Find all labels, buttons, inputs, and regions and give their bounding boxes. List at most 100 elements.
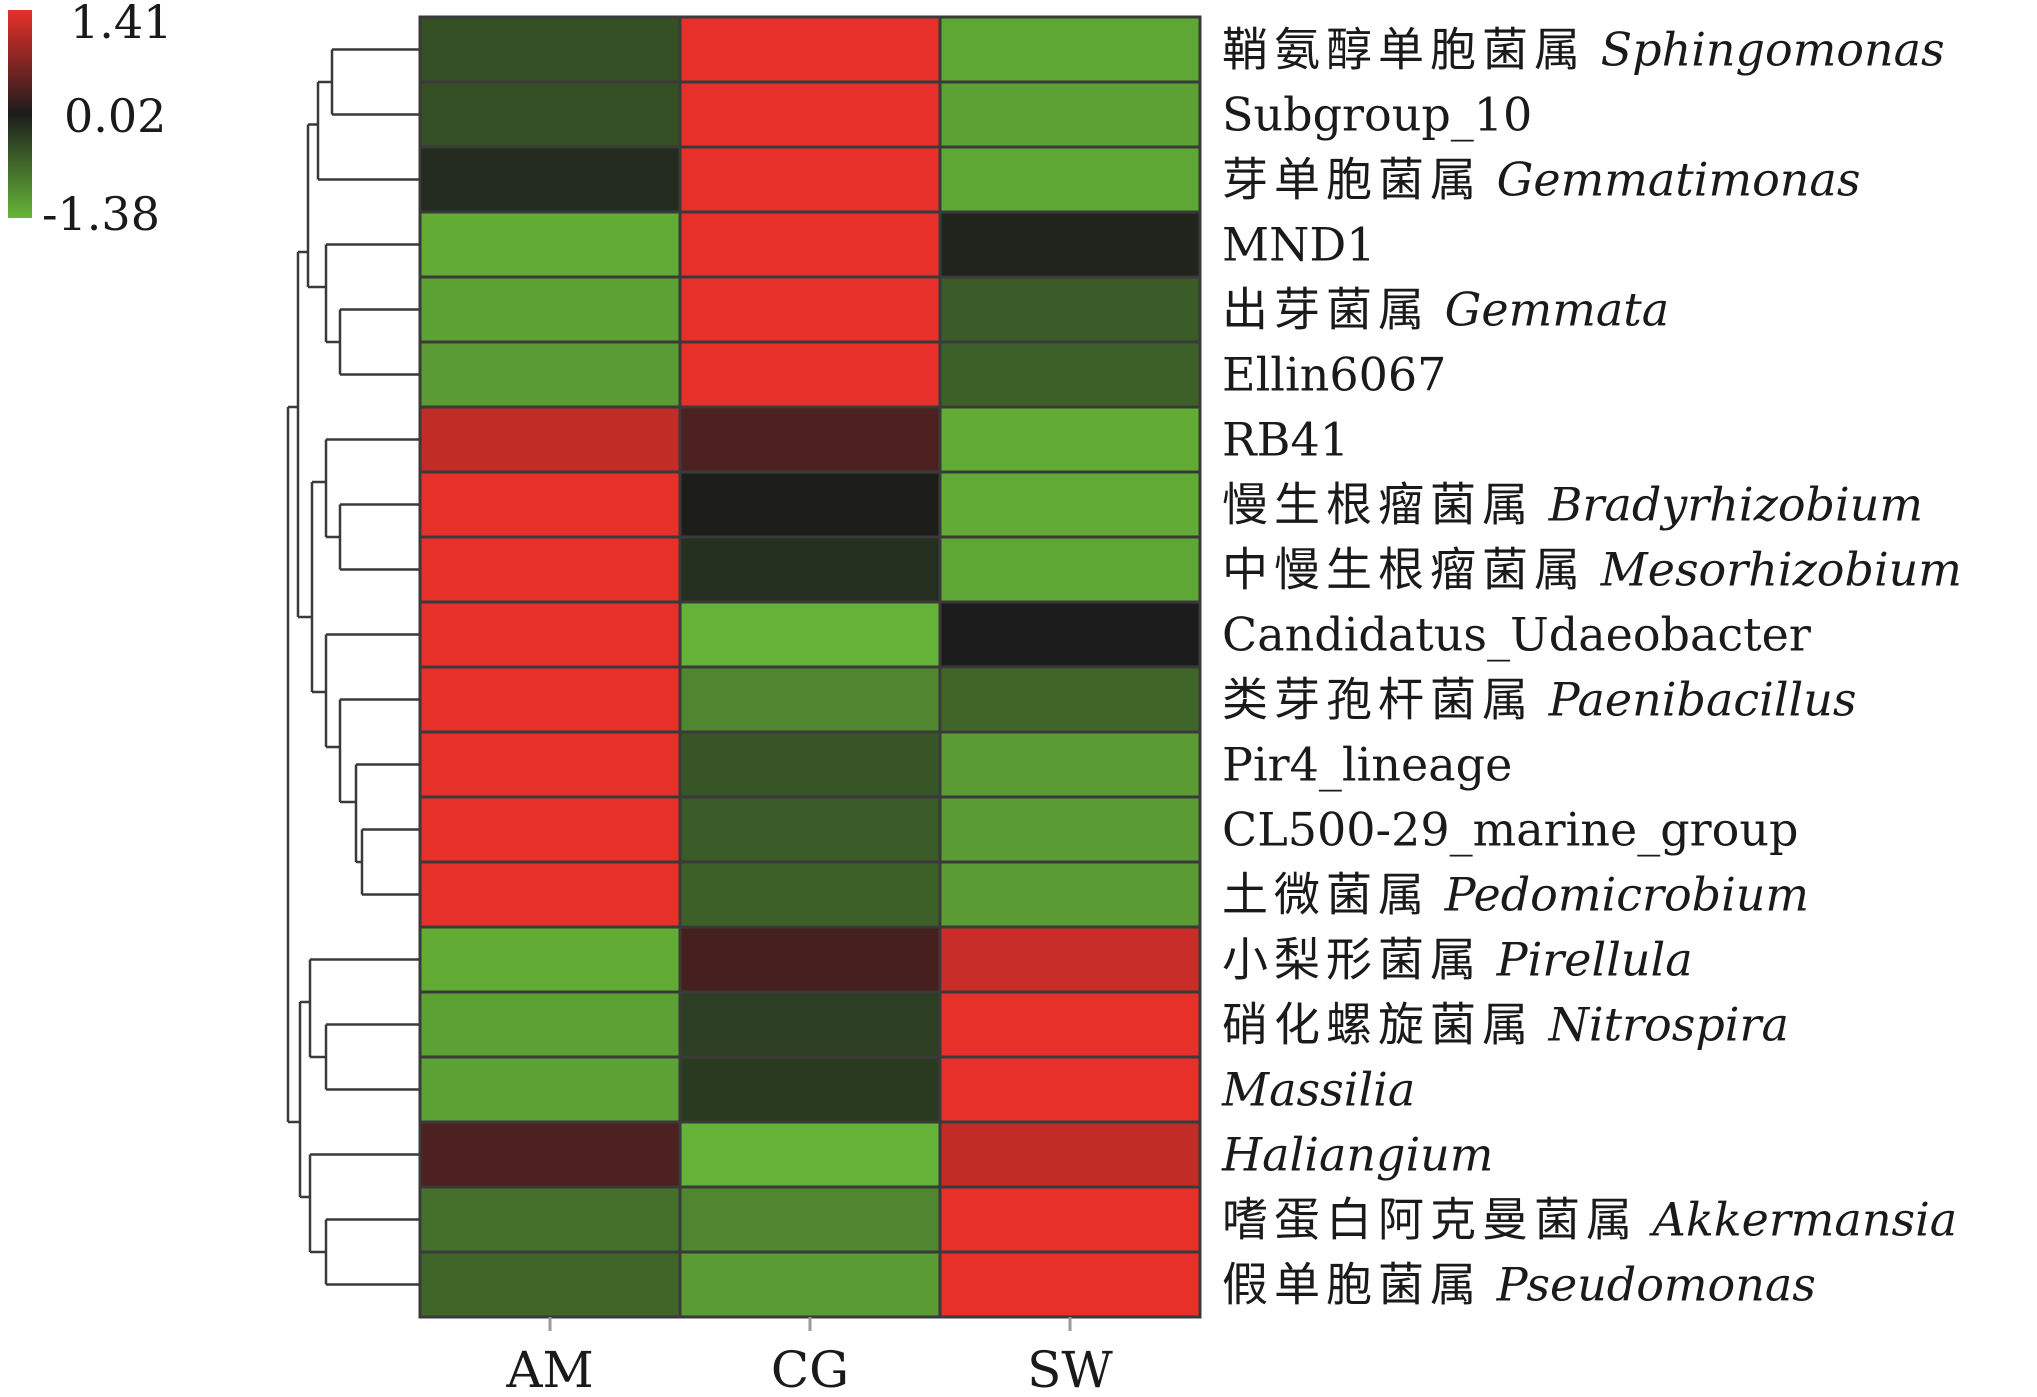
heatmap-cell: [680, 1187, 940, 1252]
dendrogram-branch: [326, 633, 420, 896]
dendrogram-branch: [296, 250, 312, 619]
heatmap-cell: [420, 1122, 680, 1187]
heatmap-cell: [940, 732, 1200, 797]
row-label: Ellin6067: [1222, 348, 1446, 402]
row-label-latin: Haliangium: [1221, 1128, 1493, 1182]
heatmap-cell: [420, 862, 680, 927]
dendrogram-branch: [298, 1000, 310, 1199]
column-label: CG: [771, 1341, 849, 1393]
heatmap-cell: [680, 927, 940, 992]
heatmap-cell: [940, 537, 1200, 602]
heatmap-cell: [940, 472, 1200, 537]
heatmap-cell: [940, 1187, 1200, 1252]
row-label: 慢生根瘤菌属 Bradyrhizobium: [1222, 478, 1923, 532]
heatmap-cell: [420, 407, 680, 472]
column-axis: AM CG SW: [505, 1317, 1113, 1397]
row-label-text: Pir4_lineage: [1222, 738, 1512, 792]
heatmap-cell: [680, 797, 940, 862]
row-label: 假单胞菌属 Pseudomonas: [1222, 1258, 1816, 1312]
row-dendrogram: [286, 48, 420, 1286]
row-label-latin: Bradyrhizobium: [1548, 478, 1923, 532]
heatmap-cell: [940, 602, 1200, 667]
row-label: Subgroup_10: [1222, 88, 1532, 142]
dendrogram-branch: [324, 243, 420, 376]
heatmap-cell: [940, 82, 1200, 147]
colorbar: 1.41 0.02 -1.38: [8, 0, 172, 241]
heatmap-cells: [420, 17, 1200, 1317]
heatmap-cell: [940, 927, 1200, 992]
row-label-chinese: 出芽菌属: [1222, 283, 1430, 337]
heatmap-cell: [680, 1122, 940, 1187]
row-label-latin: Massilia: [1221, 1063, 1415, 1117]
row-label: MND1: [1222, 218, 1376, 272]
heatmap-cell: [680, 277, 940, 342]
row-label: 中慢生根瘤菌属 Mesorhizobium: [1222, 543, 1962, 597]
heatmap-cell: [940, 212, 1200, 277]
dendrogram-branch: [310, 480, 326, 694]
row-labels: 鞘氨醇单胞菌属 Sphingomonas Subgroup_10 芽单胞菌属 Gem…: [1221, 23, 1962, 1312]
row-label-chinese: 类芽孢杆菌属: [1222, 673, 1534, 727]
heatmap-cell: [420, 17, 680, 82]
heatmap-cell: [420, 212, 680, 277]
heatmap-cell: [680, 147, 940, 212]
row-label: 鞘氨醇单胞菌属 Sphingomonas: [1222, 23, 1945, 77]
row-label-chinese: 假单胞菌属: [1222, 1258, 1482, 1312]
row-label-chinese: 嗜蛋白阿克曼菌属: [1222, 1193, 1638, 1247]
dendrogram-branch: [308, 958, 420, 1091]
row-label-latin: Mesorhizobium: [1600, 543, 1962, 597]
heatmap-cell: [420, 82, 680, 147]
heatmap-cell: [680, 1057, 940, 1122]
row-label: Massilia: [1221, 1063, 1415, 1117]
row-label: 芽单胞菌属 Gemmatimonas: [1222, 153, 1860, 207]
dendrogram-branch: [286, 405, 300, 1124]
column-label: SW: [1027, 1341, 1113, 1393]
dendrogram-branch: [316, 80, 420, 181]
row-label-chinese: 小梨形菌属: [1222, 933, 1482, 987]
heatmap-cell: [420, 537, 680, 602]
colorbar-gradient: [8, 10, 32, 218]
heatmap-cell: [940, 1252, 1200, 1317]
dendrogram-branch: [324, 438, 420, 571]
colorbar-min-label: -1.38: [42, 187, 160, 241]
heatmap-cell: [420, 797, 680, 862]
dendrogram-branch: [324, 634, 356, 804]
heatmap-cell: [680, 407, 940, 472]
row-label: 类芽孢杆菌属 Paenibacillus: [1222, 673, 1857, 727]
row-label-latin: Akkermansia: [1649, 1193, 1958, 1247]
heatmap-cell: [680, 1252, 940, 1317]
row-label-latin: Paenibacillus: [1548, 673, 1857, 727]
row-label-latin: Gemmatimonas: [1497, 153, 1861, 207]
row-label-text: MND1: [1222, 218, 1376, 272]
heatmap-cell: [420, 992, 680, 1057]
row-label: 嗜蛋白阿克曼菌属 Akkermansia: [1222, 1193, 1957, 1247]
heatmap-cell: [420, 342, 680, 407]
heatmap-cell: [940, 407, 1200, 472]
heatmap-cell: [680, 212, 940, 277]
heatmap-cell: [420, 472, 680, 537]
row-label: 出芽菌属 Gemmata: [1222, 283, 1669, 337]
heatmap-cell: [680, 472, 940, 537]
heatmap-grid: [418, 15, 1202, 1319]
row-label-chinese: 中慢生根瘤菌属: [1222, 543, 1586, 597]
heatmap-cell: [420, 1252, 680, 1317]
dendrogram-branch: [306, 123, 326, 289]
row-label-chinese: 慢生根瘤菌属: [1222, 478, 1534, 532]
row-label-latin: Sphingomonas: [1601, 23, 1945, 77]
heatmap-cell: [420, 732, 680, 797]
column-label: AM: [505, 1341, 593, 1393]
row-label-text: Ellin6067: [1222, 348, 1446, 402]
row-label: 土微菌属 Pedomicrobium: [1222, 868, 1809, 922]
heatmap-cell: [420, 927, 680, 992]
heatmap-cell: [940, 992, 1200, 1057]
heatmap-cell: [420, 602, 680, 667]
heatmap-cell: [680, 537, 940, 602]
heatmap-cell: [940, 17, 1200, 82]
heatmap-cell: [420, 1187, 680, 1252]
heatmap-cell: [940, 797, 1200, 862]
heatmap-cell: [680, 667, 940, 732]
heatmap-cell: [420, 667, 680, 732]
row-label-latin: Nitrospira: [1548, 998, 1789, 1052]
row-label: 硝化螺旋菌属 Nitrospira: [1222, 998, 1789, 1052]
heatmap-cell: [680, 862, 940, 927]
